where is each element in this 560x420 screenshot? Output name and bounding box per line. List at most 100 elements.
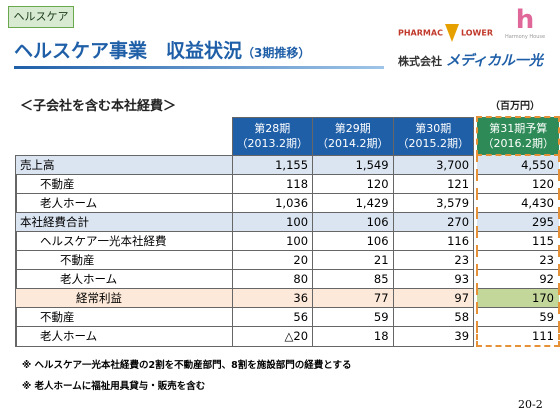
value-cell: 115 [476, 231, 560, 251]
row: 老人ホーム 1,036 1,429 3,579 4,430 [15, 193, 560, 213]
header-row: 第28期 （2013.2期） 第29期 （2014.2期） 第30期 （2015.2期）第… [15, 116, 560, 156]
row-label: 売上高 [15, 154, 233, 175]
row: 売上高 1,155 1,549 3,700 4,550 [15, 154, 560, 175]
value-cell: 116 [392, 231, 475, 251]
gap [473, 193, 478, 213]
logo-icon: h [515, 5, 535, 35]
column-header: 第31期予算 （2016.2期） [476, 116, 560, 156]
gap [473, 155, 478, 175]
value-cell: 270 [392, 212, 475, 232]
logo-text: PHARMAC [398, 28, 443, 38]
title-rule [14, 66, 384, 69]
value-cell: 121 [392, 174, 475, 194]
value-cell: 93 [392, 269, 475, 289]
section-title: ＜子会社を含む本社経費＞ [20, 99, 177, 114]
value-cell: 58 [392, 307, 475, 327]
value-cell: 59 [476, 307, 560, 327]
value-cell: 295 [476, 212, 560, 232]
company-name: メディカル一光 [445, 53, 543, 69]
gap [473, 174, 478, 194]
value-cell: 85 [312, 269, 394, 289]
value-cell: 100 [231, 212, 314, 232]
row-label: 不動産 [15, 250, 233, 270]
value-cell: 120 [312, 174, 394, 194]
row-label: 老人ホーム [15, 193, 233, 213]
value-cell: △20 [231, 326, 314, 347]
column-header: 第28期 （2013.2期） [231, 116, 314, 156]
gap [473, 250, 478, 270]
value-cell: 106 [312, 231, 394, 251]
fiscal: （2016.2期） [482, 137, 554, 150]
fiscal: （2013.2期） [236, 137, 309, 150]
value-cell: 111 [476, 326, 560, 347]
table: 第28期 （2013.2期） 第29期 （2014.2期） 第30期 （2015.2期）第… [15, 116, 560, 347]
row-label: 不動産 [15, 174, 233, 194]
gap [473, 288, 478, 308]
gap [473, 269, 478, 289]
pharmacy-logo: PHARMAC LOWER [398, 24, 493, 42]
corner-cell [15, 117, 233, 155]
value-cell: 1,036 [231, 193, 314, 213]
value-cell: 106 [312, 212, 394, 232]
note: ※ ヘルスケア一光本社経費の2割を不動産部門、8割を施設部門の経費とする [22, 360, 352, 371]
row: 本社経費合計 100 106 270 295 [15, 212, 560, 232]
value-cell: 92 [476, 269, 560, 289]
value-cell: 21 [312, 250, 394, 270]
row: 経常利益 36 77 97 170 [15, 288, 560, 308]
value-cell: 36 [231, 288, 314, 308]
logo-text: LOWER [460, 28, 493, 38]
row: 老人ホーム 80 85 93 92 [15, 269, 560, 289]
value-cell: 97 [392, 288, 475, 308]
value-cell: 59 [312, 307, 394, 327]
value-cell: 23 [392, 250, 475, 270]
value-cell: 100 [231, 231, 314, 251]
row-label: 老人ホーム [15, 269, 233, 289]
value-cell: 4,550 [476, 154, 560, 175]
period: 第29期 [334, 122, 371, 135]
row-label: ヘルスケア一光本社経費 [15, 231, 233, 251]
logo-icon [444, 24, 459, 42]
company-prefix: 株式会社 [398, 55, 442, 68]
value-cell: 1,429 [312, 193, 394, 213]
row-label: 老人ホーム [15, 326, 233, 347]
note: ※ 老人ホームに福祉用具貸与・販売を含む [22, 381, 206, 392]
column-header: 第30期 （2015.2期） [392, 116, 475, 156]
section-tag: ヘルスケア [8, 6, 74, 28]
unit-label: （百万円） [490, 101, 540, 112]
column-header: 第29期 （2014.2期） [312, 116, 394, 156]
value-cell: 3,579 [392, 193, 475, 213]
period: 第31期予算 [489, 122, 548, 135]
title-block: ヘルスケア事業 収益状況（3期推移） [14, 36, 310, 63]
period: 第28期 [254, 122, 291, 135]
row: 老人ホーム △20 18 39 111 [15, 326, 560, 347]
row-label: 不動産 [15, 307, 233, 327]
value-cell: 1,155 [231, 154, 314, 175]
logo-text: Harmony House [504, 34, 546, 40]
value-cell: 1,549 [312, 154, 394, 175]
page-number: 20-2 [518, 398, 543, 411]
gap [473, 212, 478, 232]
company-logo: 株式会社 メディカル一光 [398, 50, 543, 70]
row-label: 経常利益 [15, 288, 233, 308]
title-note: （3期推移） [242, 46, 311, 60]
value-cell: 18 [312, 326, 394, 347]
value-cell: 118 [231, 174, 314, 194]
value-cell: 170 [476, 288, 560, 308]
value-cell: 56 [231, 307, 314, 327]
row: 不動産 20 21 23 23 [15, 250, 560, 270]
gap [473, 231, 478, 251]
value-cell: 39 [392, 326, 475, 347]
harmony-logo: h Harmony House [500, 6, 550, 40]
value-cell: 23 [476, 250, 560, 270]
fiscal: （2015.2期） [397, 137, 470, 150]
value-cell: 3,700 [392, 154, 475, 175]
period: 第30期 [415, 122, 452, 135]
title: ヘルスケア事業 収益状況 [14, 40, 243, 62]
value-cell: 20 [231, 250, 314, 270]
row: 不動産 56 59 58 59 [15, 307, 560, 327]
value-cell: 77 [312, 288, 394, 308]
row-label: 本社経費合計 [15, 212, 233, 232]
row: 不動産 118 120 121 120 [15, 174, 560, 194]
gap [473, 307, 478, 327]
